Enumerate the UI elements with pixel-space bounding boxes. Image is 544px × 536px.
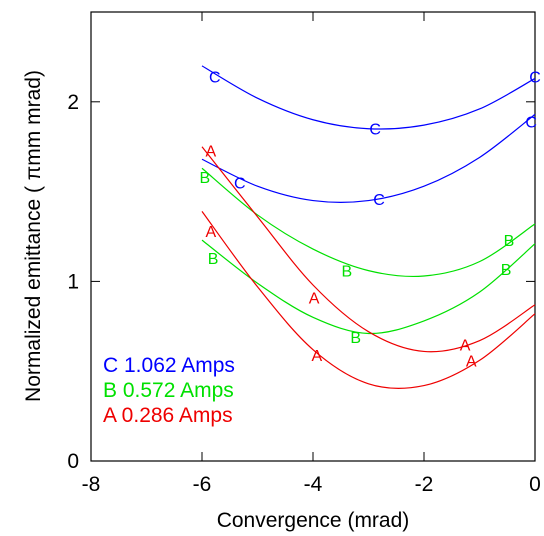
y-tick-label: 0 — [67, 450, 79, 473]
curve — [201, 113, 536, 203]
point-marker: A — [466, 353, 477, 370]
point-marker: C — [373, 192, 385, 209]
point-marker: A — [460, 337, 471, 354]
point-marker: A — [206, 224, 217, 241]
x-tick-label: -2 — [415, 473, 434, 496]
curve — [201, 167, 536, 278]
point-marker: B — [199, 170, 210, 187]
point-marker: B — [501, 262, 512, 279]
legend-entry: A 0.286 Amps — [103, 404, 233, 427]
point-marker: C — [529, 70, 541, 87]
point-marker: B — [350, 330, 361, 347]
point-marker: B — [208, 251, 219, 268]
x-tick-label: 0 — [529, 473, 541, 496]
point-marker: B — [342, 264, 353, 281]
legend-entry: C 1.062 Amps — [103, 354, 235, 377]
y-axis-label: Normalized emittance ( πmm mrad) — [22, 70, 45, 402]
curve — [201, 239, 536, 335]
curve — [201, 211, 536, 389]
curve — [201, 65, 536, 130]
x-axis-label: Convergence (mrad) — [217, 509, 410, 532]
point-marker: B — [504, 233, 515, 250]
point-marker: C — [234, 176, 246, 193]
y-tick-label: 2 — [67, 91, 79, 114]
point-marker: A — [206, 143, 217, 160]
point-marker: C — [209, 70, 221, 87]
x-tick-label: -6 — [193, 473, 212, 496]
point-marker: C — [525, 115, 537, 132]
point-marker: A — [309, 291, 320, 308]
point-marker: A — [312, 348, 323, 365]
point-marker: C — [369, 122, 381, 139]
curve — [201, 146, 536, 353]
legend-entry: B 0.572 Amps — [103, 379, 234, 402]
x-tick-label: -8 — [82, 473, 101, 496]
x-tick-label: -4 — [304, 473, 323, 496]
y-tick-label: 1 — [67, 270, 79, 293]
